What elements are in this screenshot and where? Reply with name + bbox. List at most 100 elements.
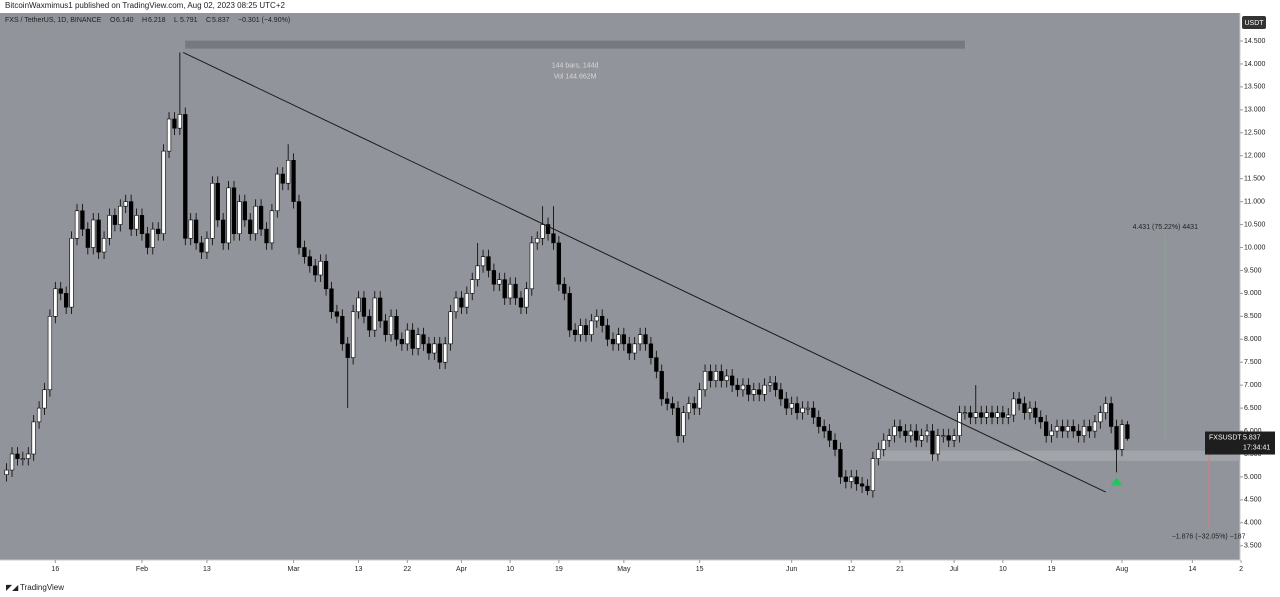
candle-body — [1114, 426, 1119, 450]
candle-body — [64, 293, 69, 308]
x-tick-label: Apr — [456, 566, 468, 573]
candle-body — [199, 242, 204, 253]
candle-body — [784, 398, 789, 409]
candle-body — [334, 311, 340, 317]
candle-body — [719, 371, 724, 381]
candle-body — [74, 210, 80, 239]
trendline — [182, 52, 1106, 493]
range-bar — [185, 40, 965, 49]
candle-body — [713, 371, 719, 381]
candle-body — [307, 256, 312, 267]
range-text: 144 bars, 144d — [552, 63, 599, 70]
candle-body — [854, 476, 859, 485]
plot-bg — [0, 13, 1240, 560]
x-tick-label: Feb — [136, 566, 148, 573]
candle-body — [773, 382, 778, 391]
candle-body — [36, 407, 42, 423]
candle-body — [172, 118, 177, 129]
candle-body — [984, 412, 989, 418]
candle-body — [621, 334, 626, 345]
candle-body — [1103, 403, 1108, 413]
candle-body — [1092, 421, 1098, 432]
candle-body — [405, 329, 410, 345]
candle-body — [383, 320, 388, 335]
candle-body — [843, 476, 848, 482]
candle-body — [264, 228, 269, 244]
candle-body — [914, 430, 919, 441]
candle-body — [53, 288, 58, 317]
measure-label: 4.431 (75.22%) 4431 — [1133, 224, 1198, 231]
legend-key: L — [174, 17, 178, 24]
candle-body — [204, 238, 210, 253]
candle-body — [1098, 412, 1103, 423]
candle-body — [367, 316, 372, 331]
candle-body — [670, 403, 675, 409]
candle-body — [979, 412, 984, 418]
candle-body — [572, 329, 578, 335]
candle-body — [729, 375, 735, 386]
candle-body — [183, 114, 188, 239]
candle-body — [637, 334, 643, 345]
x-tick-label: 19 — [555, 566, 563, 573]
candle-body — [394, 316, 399, 340]
candle-body — [486, 256, 491, 271]
candle-body — [128, 201, 134, 230]
candle-body — [388, 316, 394, 335]
candle-body — [822, 426, 827, 432]
candle-body — [962, 412, 968, 414]
x-tick-label: 2 — [1239, 566, 1243, 573]
candle-body — [870, 458, 876, 492]
candle-body — [789, 403, 794, 409]
candle-body — [107, 215, 112, 239]
candle-body — [692, 403, 697, 409]
candle-body — [475, 265, 480, 280]
candle-body — [540, 224, 545, 239]
candle-body — [887, 435, 892, 441]
candle-body — [47, 316, 53, 391]
candle-body — [156, 228, 161, 235]
x-tick-label: Jul — [950, 566, 959, 573]
y-tick-label: 11.500 — [1244, 176, 1265, 183]
candle-body — [881, 439, 886, 450]
candle-body — [941, 435, 946, 437]
currency-badge — [1242, 16, 1266, 29]
candle-body — [973, 412, 978, 418]
candle-body — [1022, 403, 1027, 413]
candle-body — [1000, 412, 1005, 418]
candle-body — [31, 421, 36, 455]
candle-body — [648, 343, 654, 358]
candle-body — [470, 279, 475, 294]
candle-body — [443, 343, 448, 363]
candle-body — [139, 215, 145, 235]
candle-body — [248, 219, 253, 235]
candle-body — [286, 160, 291, 184]
candle-body — [258, 205, 264, 230]
candle-body — [291, 160, 296, 202]
candle-body — [659, 371, 664, 400]
candle-body — [193, 219, 199, 244]
candle-body — [502, 279, 507, 299]
candle-body — [675, 407, 681, 436]
candle-body — [4, 469, 9, 475]
candle-body — [865, 485, 870, 492]
candle-body — [832, 439, 838, 450]
currency: USDT — [1244, 20, 1264, 27]
candle-body — [778, 389, 784, 400]
y-tick-label: 4.000 — [1244, 520, 1262, 527]
x-tick-label: 15 — [696, 566, 704, 573]
candle-body — [123, 201, 128, 207]
y-tick-label: 9.500 — [1244, 267, 1262, 274]
candle-body — [15, 453, 20, 459]
candle-body — [221, 219, 226, 244]
candle-body — [253, 205, 258, 235]
x-tick-label: 10 — [506, 566, 514, 573]
signal-arrow — [1110, 477, 1123, 486]
candle-body — [215, 182, 220, 221]
candle-body — [432, 343, 437, 354]
candle-body — [318, 260, 323, 276]
y-tick-label: 6.000 — [1244, 428, 1262, 435]
y-tick-label: 4.500 — [1244, 497, 1262, 504]
candle-body — [1033, 407, 1038, 418]
candle-body — [166, 118, 172, 152]
candle-body — [632, 343, 637, 354]
